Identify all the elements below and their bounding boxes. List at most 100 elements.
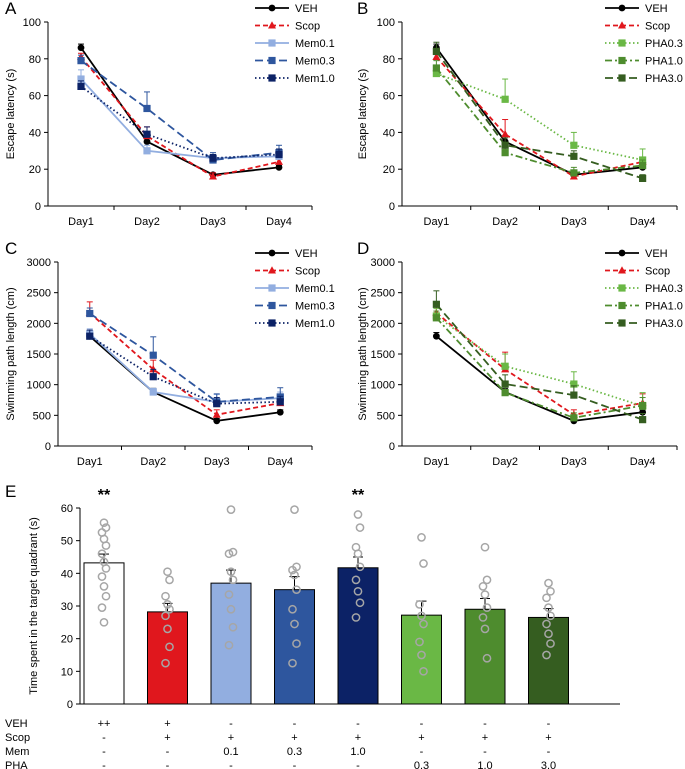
- chart-panel-D: D 0 500 1000 1500 2000 2500 3000 Day1 Day2 Day3 Day…: [357, 239, 683, 468]
- series-mem1-0: [86, 329, 284, 408]
- individual-point: [546, 639, 555, 648]
- bar-group-mem0-3: [274, 505, 315, 705]
- series-line: [80, 56, 280, 178]
- legend-label-mem0-3: Mem0.3: [295, 301, 335, 313]
- individual-point: [482, 603, 492, 612]
- y-tick-label: 40: [383, 127, 395, 139]
- y-tick-label: 2000: [27, 318, 51, 330]
- y-axis-label: Swimming path length (cm): [5, 287, 17, 420]
- series-line: [435, 335, 643, 422]
- bar-pha0-3: [401, 614, 442, 705]
- chart-panel-B: B 0 20 40 60 80 100 Day1 Day2 Day3 Day4 Escape late…: [357, 0, 683, 228]
- legend-label-mem1-0: Mem1.0: [295, 73, 335, 85]
- individual-point: [355, 523, 365, 532]
- y-tick-label: 40: [29, 127, 41, 139]
- data-point-scop-day4: [275, 157, 283, 165]
- legend-label-veh: VEH: [295, 3, 318, 15]
- legend-marker: [268, 56, 276, 65]
- data-point-pha1-0-day2: [501, 149, 509, 157]
- individual-point: [415, 637, 424, 647]
- legend-label-veh: VEH: [645, 3, 668, 15]
- data-point-pha3-0-day2: [501, 380, 509, 388]
- series-pha0-3: [432, 67, 647, 164]
- x-tick-label: Day1: [77, 456, 103, 468]
- data-point-mem0-3-day2: [143, 104, 151, 113]
- individual-point: [99, 518, 109, 528]
- bar-group-veh: **: [83, 487, 125, 705]
- legend-label-pha1-0: PHA1.0: [645, 56, 683, 68]
- legend-label-scop: Scop: [295, 21, 320, 33]
- y-tick-label: 0: [67, 699, 73, 711]
- legend-marker: [268, 249, 276, 257]
- bar-group-pha3-0: [528, 578, 569, 705]
- individual-point: [546, 586, 555, 596]
- data-point-mem1-0-day4: [275, 150, 283, 159]
- individual-point: [290, 619, 299, 629]
- condition-value: +: [545, 732, 551, 744]
- legend-marker: [618, 74, 626, 82]
- data-point-mem0-1-day2: [149, 388, 157, 396]
- condition-label-scop: Scop: [5, 732, 30, 744]
- condition-value: -: [166, 746, 170, 758]
- condition-value: ++: [98, 718, 111, 730]
- significance-marker: **: [98, 487, 111, 504]
- condition-value: -: [229, 718, 233, 730]
- individual-point: [165, 604, 174, 614]
- data-point-pha0-3-day3: [570, 380, 578, 388]
- legend-marker: [618, 39, 626, 47]
- legend: VEH Scop Mem0.1 Mem0.3 Mem1.0: [255, 248, 335, 330]
- individual-point: [355, 598, 365, 608]
- legend-marker: [268, 4, 276, 12]
- y-tick-label: 0: [389, 201, 395, 213]
- y-tick-label: 80: [383, 54, 395, 66]
- individual-point: [542, 650, 551, 660]
- y-tick-label: 0: [45, 441, 51, 453]
- individual-point: [417, 650, 426, 660]
- legend-marker: [268, 301, 276, 310]
- panel-label-D: D: [357, 239, 369, 258]
- condition-value: -: [293, 760, 297, 769]
- individual-point: [224, 590, 234, 599]
- individual-point: [101, 541, 111, 550]
- legend-marker: [268, 39, 276, 47]
- y-tick-label: 1500: [371, 349, 395, 361]
- series-scop: [432, 52, 647, 180]
- condition-value: +: [482, 732, 488, 744]
- legend-label-veh: VEH: [295, 248, 318, 260]
- y-tick-label: 500: [33, 410, 51, 422]
- individual-point: [480, 624, 490, 634]
- individual-point: [351, 613, 361, 622]
- individual-point: [163, 600, 172, 609]
- condition-value: -: [102, 760, 106, 769]
- condition-value: -: [483, 746, 487, 758]
- y-tick-label: 500: [377, 410, 395, 422]
- y-tick-label: 100: [23, 17, 41, 29]
- data-point-veh-day3: [213, 417, 221, 425]
- y-tick-label: 10: [61, 666, 73, 678]
- condition-table: VEH ++ + - - - - - -Scop - + + + + + + +Mem - -0.1 0.3 1.0- -…: [5, 718, 556, 769]
- data-point-pha3-0-day4: [639, 416, 647, 424]
- condition-value: -: [420, 718, 424, 730]
- data-point-pha1-0-day2: [501, 389, 509, 397]
- data-point-pha1-0-day3: [570, 414, 578, 422]
- individual-point: [163, 624, 172, 634]
- data-point-scop-day2: [501, 130, 510, 138]
- individual-point: [228, 622, 238, 632]
- individual-point: [290, 570, 299, 580]
- chart-panel-A: A 0 20 40 60 80 100 Day1 Day2 Day3 Day4 Escape late…: [5, 0, 335, 228]
- individual-point: [99, 617, 109, 627]
- series-pha3-0: [432, 290, 647, 424]
- individual-point: [161, 611, 170, 621]
- data-point-mem1-0-day2: [143, 130, 151, 138]
- individual-point: [419, 666, 428, 676]
- panel-label-E: E: [5, 482, 16, 501]
- legend-marker: [618, 319, 626, 327]
- condition-value: 0.3: [287, 746, 302, 758]
- individual-point: [165, 642, 174, 652]
- bar-group-pha1-0: [464, 542, 506, 705]
- condition-value: 0.1: [223, 746, 238, 758]
- individual-point: [228, 575, 238, 585]
- x-tick-label: Day3: [561, 216, 587, 228]
- data-point-pha1-0-day1: [432, 64, 440, 72]
- legend-marker: [268, 284, 276, 292]
